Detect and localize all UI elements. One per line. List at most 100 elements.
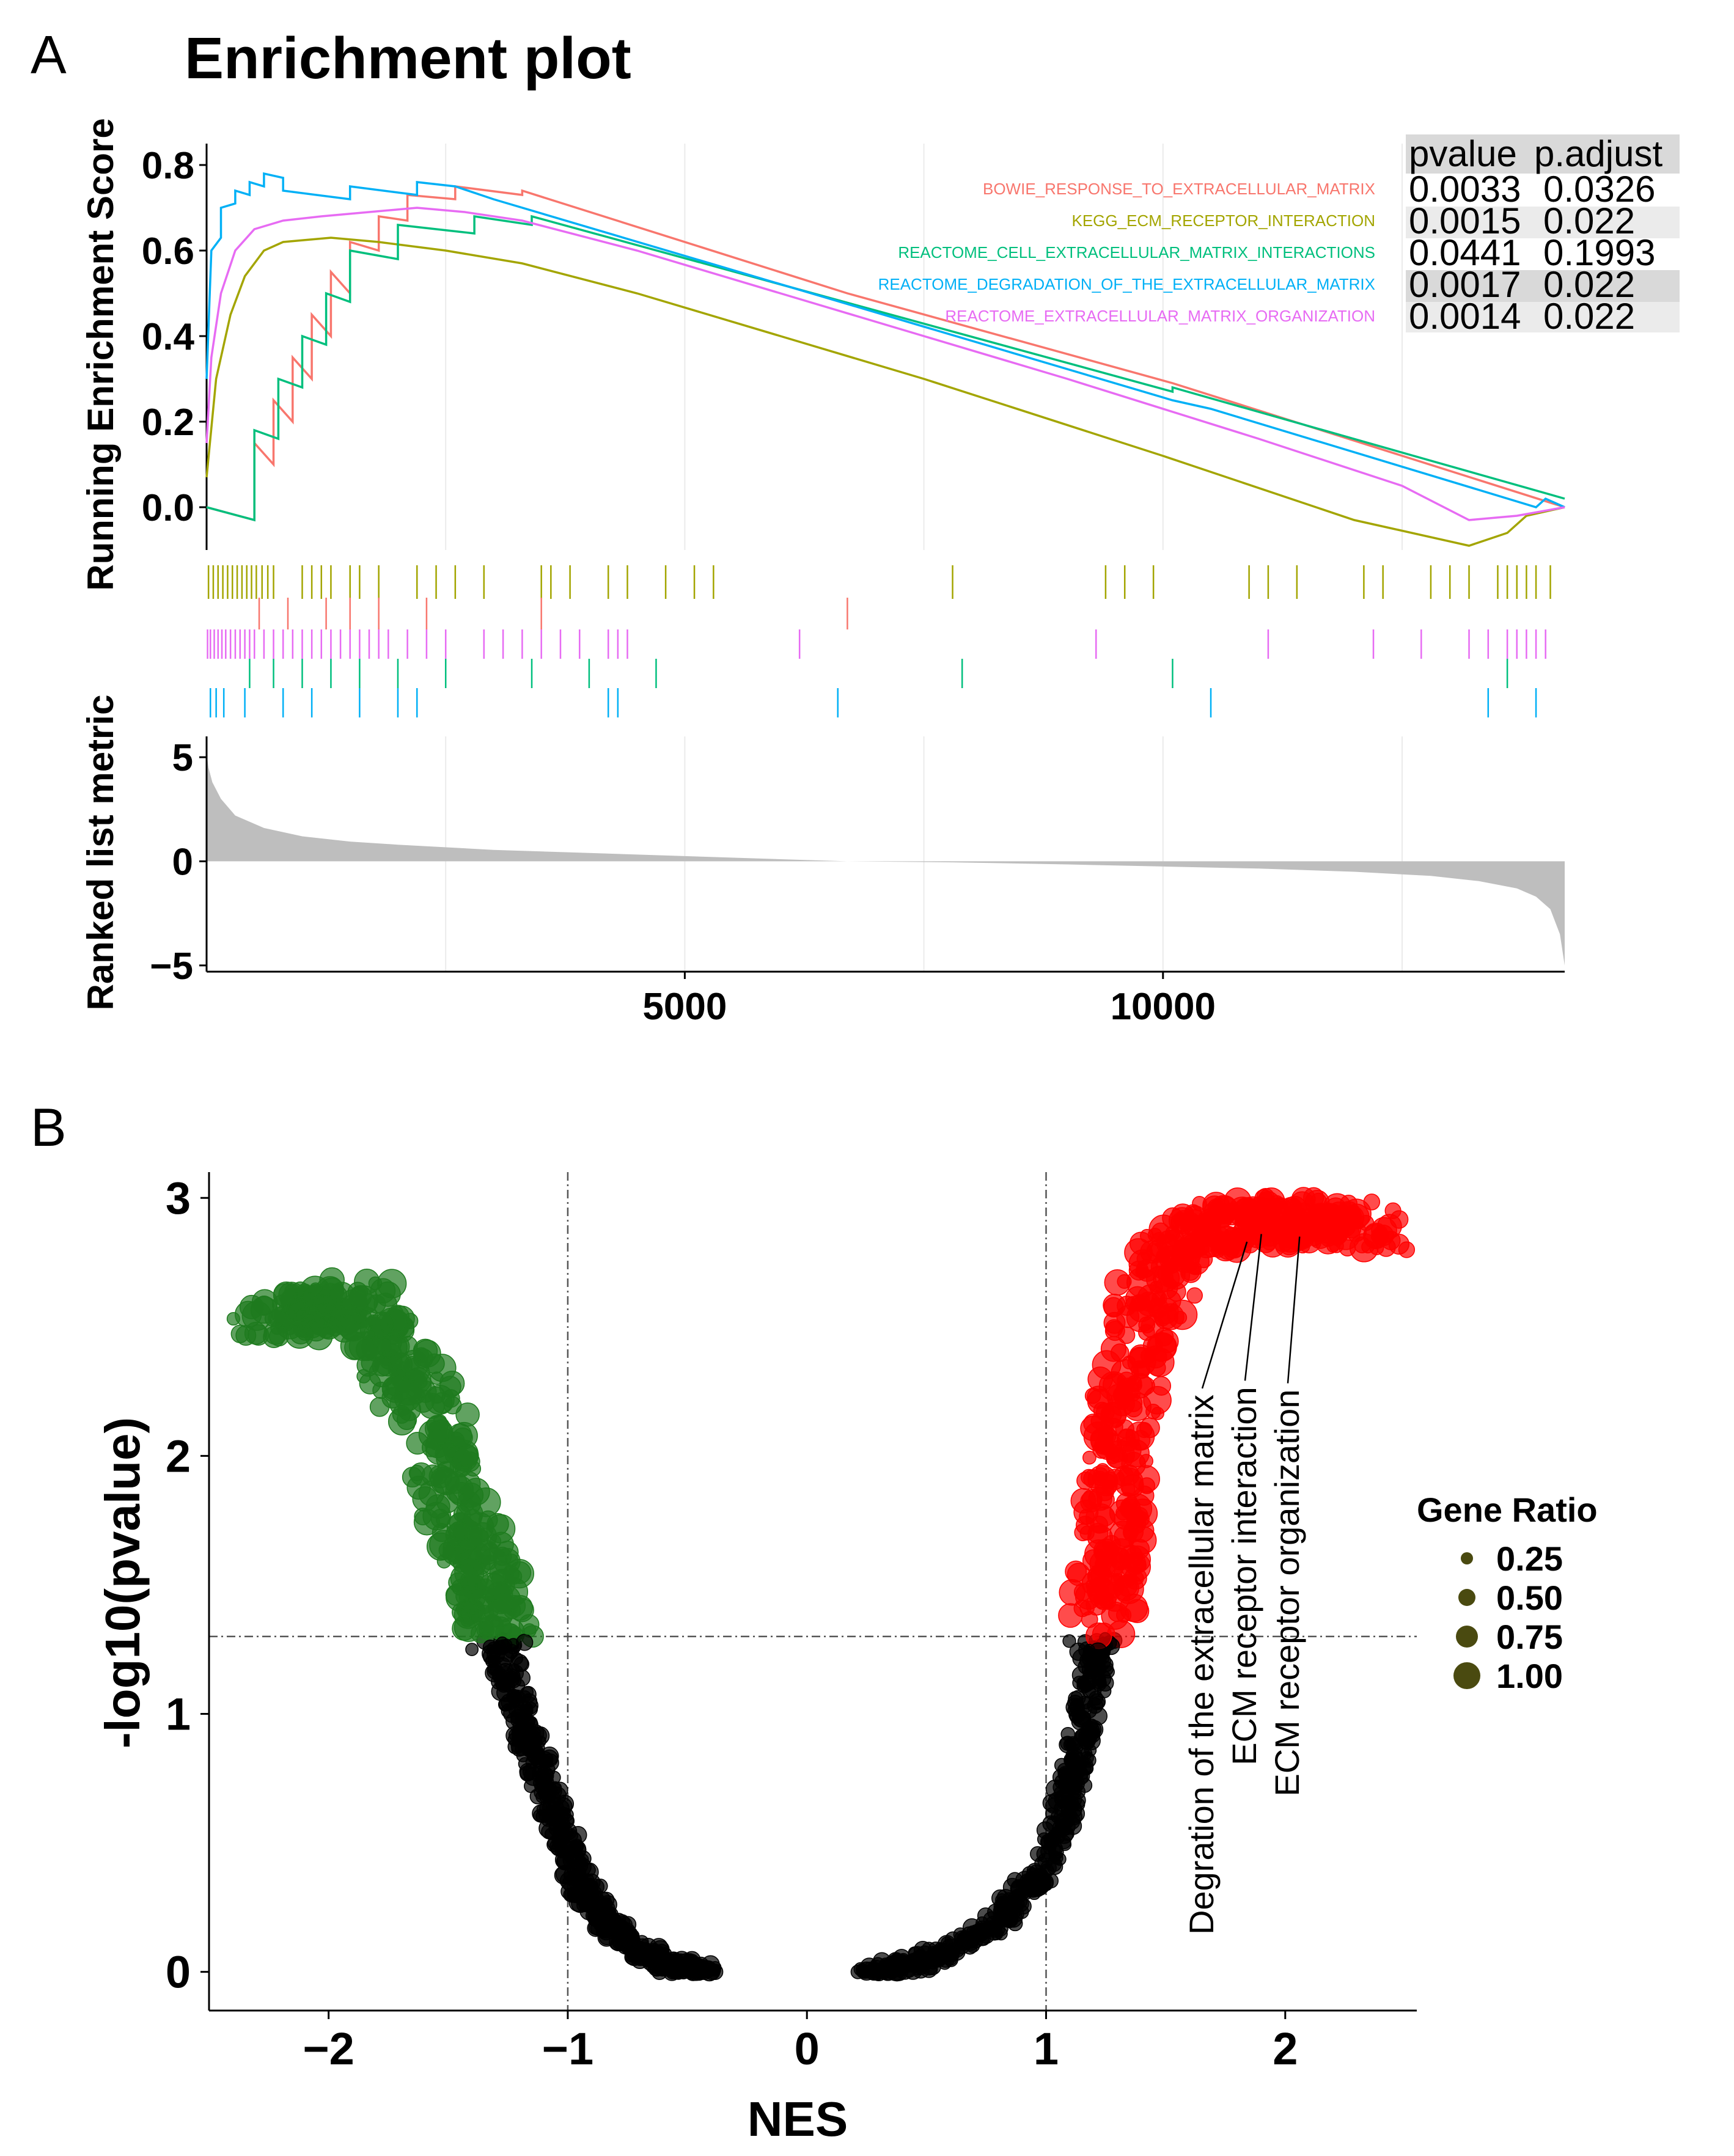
volcano-x-label: NES xyxy=(748,2092,848,2146)
volcano-point xyxy=(946,1948,960,1962)
volcano-point xyxy=(465,1643,479,1656)
volcano-point xyxy=(1069,1710,1083,1724)
annotation-label-0: Degration of the extracellular matrix xyxy=(1182,1395,1221,1935)
volcano-point xyxy=(1037,1852,1054,1869)
volcano-point xyxy=(1139,1454,1153,1469)
volcano-point xyxy=(430,1371,444,1385)
legend-label-3: 1.00 xyxy=(1496,1657,1563,1695)
volcano-point xyxy=(388,1407,416,1436)
table-row-name-4: REACTOME_EXTRACELLULAR_MATRIX_ORGANIZATI… xyxy=(945,307,1375,325)
legend-items: 0.250.500.751.00 xyxy=(1453,1539,1563,1695)
volcano-point xyxy=(1064,1777,1082,1796)
volcano-point xyxy=(413,1509,441,1536)
volcano-point xyxy=(1257,1187,1285,1216)
volcano-point xyxy=(1002,1911,1018,1927)
volcano-point xyxy=(1125,1599,1150,1623)
rank-ytick-label-0: −5 xyxy=(150,945,193,988)
volcano-point xyxy=(1005,1896,1017,1909)
table-row-padjust-4: 0.022 xyxy=(1543,296,1635,337)
volcano-point xyxy=(964,1936,979,1951)
volcano-point xyxy=(367,1294,386,1314)
gsea-table: pvalue p.adjust xyxy=(1406,133,1680,332)
volcano-point xyxy=(1082,1450,1097,1465)
volcano-point xyxy=(1080,1415,1106,1442)
volcano-point xyxy=(430,1466,458,1495)
panel-b-letter: B xyxy=(31,1097,67,1157)
volcano-ytick-label-1: 1 xyxy=(166,1689,191,1740)
volcano-point xyxy=(355,1338,379,1362)
rank-xtick-label-1: 10000 xyxy=(1111,986,1216,1028)
volcano-point xyxy=(491,1667,508,1684)
ranked-list-label: Ranked list metric xyxy=(80,695,121,1011)
volcano-point xyxy=(458,1482,484,1508)
volcano-point xyxy=(1104,1269,1131,1296)
volcano-point xyxy=(1065,1560,1087,1583)
volcano-point xyxy=(1084,1539,1114,1569)
volcano-point xyxy=(1081,1703,1097,1718)
annotation-leader-1 xyxy=(1244,1234,1262,1381)
enrichment-plot-title: Enrichment plot xyxy=(185,26,631,91)
volcano-xtick-label-4: 2 xyxy=(1273,2023,1298,2074)
volcano-xtick-label-3: 1 xyxy=(1034,2023,1059,2074)
volcano-point xyxy=(562,1814,575,1827)
volcano-point xyxy=(1054,1811,1074,1831)
volcano-point xyxy=(531,1746,545,1760)
table-row-bg-4 xyxy=(1406,270,1680,302)
volcano-point xyxy=(369,1311,395,1337)
volcano-ytick-label-2: 2 xyxy=(166,1431,191,1481)
volcano-point xyxy=(484,1599,513,1629)
volcano-axes: −2 −1 0 1 2 0 1 2 3 xyxy=(166,1172,1417,2074)
volcano-point xyxy=(601,1905,617,1921)
volcano-point xyxy=(1071,1797,1086,1812)
legend-title: Gene Ratio xyxy=(1417,1491,1598,1529)
rank-ytick-label-2: 5 xyxy=(172,737,193,779)
legend-label-0: 0.25 xyxy=(1496,1539,1563,1578)
volcano-point xyxy=(1086,1579,1100,1593)
volcano-point xyxy=(1363,1224,1389,1250)
volcano-point xyxy=(460,1574,487,1601)
volcano-point xyxy=(524,1729,542,1747)
volcano-point xyxy=(398,1336,418,1356)
volcano-point xyxy=(1174,1210,1193,1230)
volcano-point xyxy=(507,1663,520,1676)
volcano-point xyxy=(510,1694,525,1709)
volcano-ytick-label-3: 3 xyxy=(166,1173,191,1223)
es-ytick-label-1: 0.2 xyxy=(142,402,194,444)
volcano-point xyxy=(708,1964,721,1977)
table-header-bg xyxy=(1406,134,1680,174)
table-row-pvalue-3: 0.0017 xyxy=(1409,264,1521,305)
volcano-point xyxy=(1134,1511,1150,1527)
es-curves xyxy=(205,172,1565,547)
volcano-point xyxy=(493,1640,507,1653)
volcano-point xyxy=(1086,1728,1101,1743)
volcano-point xyxy=(1152,1376,1172,1396)
volcano-point xyxy=(625,1940,641,1955)
volcano-point xyxy=(439,1376,461,1398)
volcano-point xyxy=(268,1309,286,1327)
ranked-grid xyxy=(445,736,1403,972)
volcano-point xyxy=(1312,1216,1328,1231)
legend-label-2: 0.75 xyxy=(1496,1618,1563,1656)
volcano-point xyxy=(518,1614,540,1635)
legend-point-2 xyxy=(1456,1626,1478,1648)
table-row-name-3: REACTOME_DEGRADATION_OF_THE_EXTRACELLULA… xyxy=(878,275,1375,293)
volcano-point xyxy=(1145,1404,1161,1420)
volcano-point xyxy=(645,1957,661,1974)
annotation-label-1: ECM receptor interaction xyxy=(1225,1387,1263,1765)
gsea-rows: BOWIE_RESPONSE_TO_EXTRACELLULAR_MATRIX 0.… xyxy=(878,169,1656,337)
volcano-point xyxy=(1307,1232,1322,1247)
volcano-point xyxy=(406,1386,425,1405)
table-row-bg-2 xyxy=(1406,207,1680,238)
volcano-point xyxy=(429,1421,453,1445)
table-row-padjust-1: 0.022 xyxy=(1543,200,1635,241)
running-es-label: Running Enrichment Score xyxy=(80,118,121,590)
volcano-point xyxy=(354,1269,380,1295)
volcano-point xyxy=(638,1948,653,1963)
es-curve-2 xyxy=(206,215,1565,522)
volcano-point xyxy=(469,1534,483,1548)
table-row-pvalue-4: 0.0014 xyxy=(1409,296,1521,337)
es-curve-4 xyxy=(205,207,1565,521)
volcano-point xyxy=(356,1369,371,1384)
legend-point-1 xyxy=(1458,1589,1475,1606)
